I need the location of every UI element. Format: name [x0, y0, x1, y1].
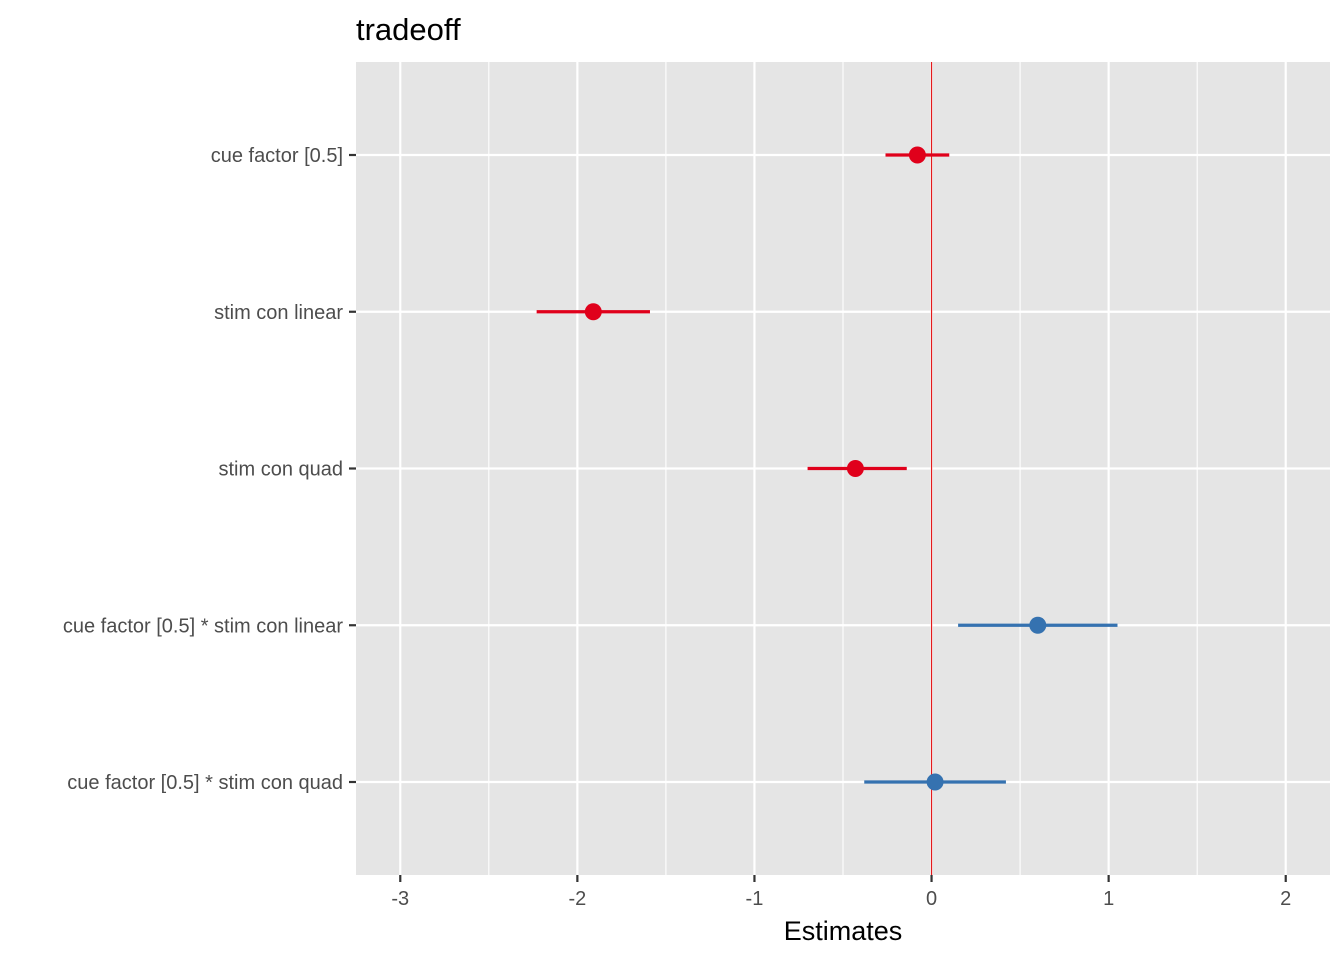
x-tick-label: 2: [1280, 888, 1291, 910]
y-tick-label: cue factor [0.5]: [211, 145, 343, 167]
x-tick-label: 1: [1103, 888, 1114, 910]
estimate-marks: [536, 146, 1118, 791]
x-tick-label: -2: [568, 888, 586, 910]
estimate-point: [846, 460, 864, 477]
estimate-point: [584, 303, 602, 321]
estimate-point: [926, 773, 944, 791]
x-tick-label: -1: [746, 888, 764, 910]
estimate-point: [1029, 616, 1047, 634]
y-axis-ticks: cue factor [0.5] stim con linear stim con …: [63, 145, 356, 794]
y-tick-label: cue factor [0.5] * stim con quad: [67, 772, 343, 794]
chart-title: tradeoff: [356, 12, 461, 47]
x-tick-label: -3: [391, 888, 409, 910]
x-axis-label: Estimates: [784, 916, 903, 946]
y-tick-label: cue factor [0.5] * stim con linear: [63, 615, 343, 637]
x-axis-ticks: -3 -2 -1 0 1 2: [391, 875, 1291, 910]
y-tick-label: stim con linear: [214, 302, 343, 324]
y-tick-label: stim con quad: [218, 459, 343, 481]
estimate-point: [908, 146, 926, 164]
x-tick-label: 0: [926, 888, 937, 910]
